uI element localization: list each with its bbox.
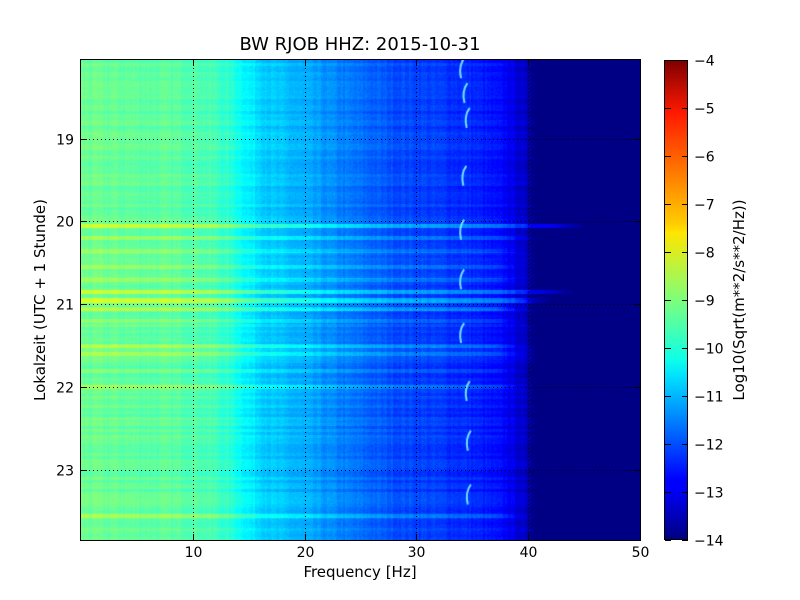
- colorbar-tick-label: −5: [694, 102, 715, 118]
- y-tick-label: 23: [56, 464, 74, 480]
- y-tick-label: 19: [56, 133, 74, 149]
- y-axis-ticks: 19 20 21 22 23: [56, 133, 640, 480]
- colorbar-tick-label: −13: [694, 486, 724, 502]
- colorbar-tick-label: −7: [694, 198, 715, 214]
- y-axis-label: Lokalzeit (UTC + 1 Stunde): [31, 199, 49, 401]
- colorbar-tick-label: −6: [694, 150, 715, 166]
- colorbar-label: Log10(Sqrt(m**2/s**2/Hz)): [730, 199, 748, 400]
- colorbar-tick-label: −9: [694, 294, 715, 310]
- chart-title: BW RJOB HHZ: 2015-10-31: [239, 34, 480, 55]
- colorbar-tick-label: −4: [694, 54, 715, 70]
- spectrogram-plot: 10 20 30 40 50 19 20 21 22 23: [56, 59, 650, 561]
- colorbar: −4 −5 −6 −7 −8 −9 −10 −11 −12 −13 −14 Log10(Sqrt(m…: [664, 54, 748, 550]
- colorbar-tick-label: −14: [694, 534, 724, 550]
- plot-frame: [80, 59, 641, 541]
- grid-lines: [81, 60, 640, 540]
- colorbar-tick-label: −10: [694, 342, 724, 358]
- x-axis-label: Frequency [Hz]: [303, 563, 416, 581]
- y-tick-label: 20: [56, 215, 74, 231]
- x-tick-label: 20: [297, 545, 315, 561]
- x-axis-ticks: 10 20 30 40 50: [185, 60, 650, 561]
- colorbar-tick-label: −11: [694, 390, 724, 406]
- x-tick-label: 30: [408, 545, 426, 561]
- colorbar-tick-label: −12: [694, 438, 724, 454]
- colorbar-ticks: −4 −5 −6 −7 −8 −9 −10 −11 −12 −13 −14: [665, 54, 724, 550]
- y-tick-label: 22: [56, 381, 74, 397]
- x-tick-label: 50: [632, 545, 650, 561]
- x-tick-label: 40: [520, 545, 538, 561]
- y-tick-label: 21: [56, 298, 74, 314]
- x-tick-label: 10: [185, 545, 203, 561]
- colorbar-tick-label: −8: [694, 246, 715, 262]
- spectrogram-image: [81, 60, 640, 540]
